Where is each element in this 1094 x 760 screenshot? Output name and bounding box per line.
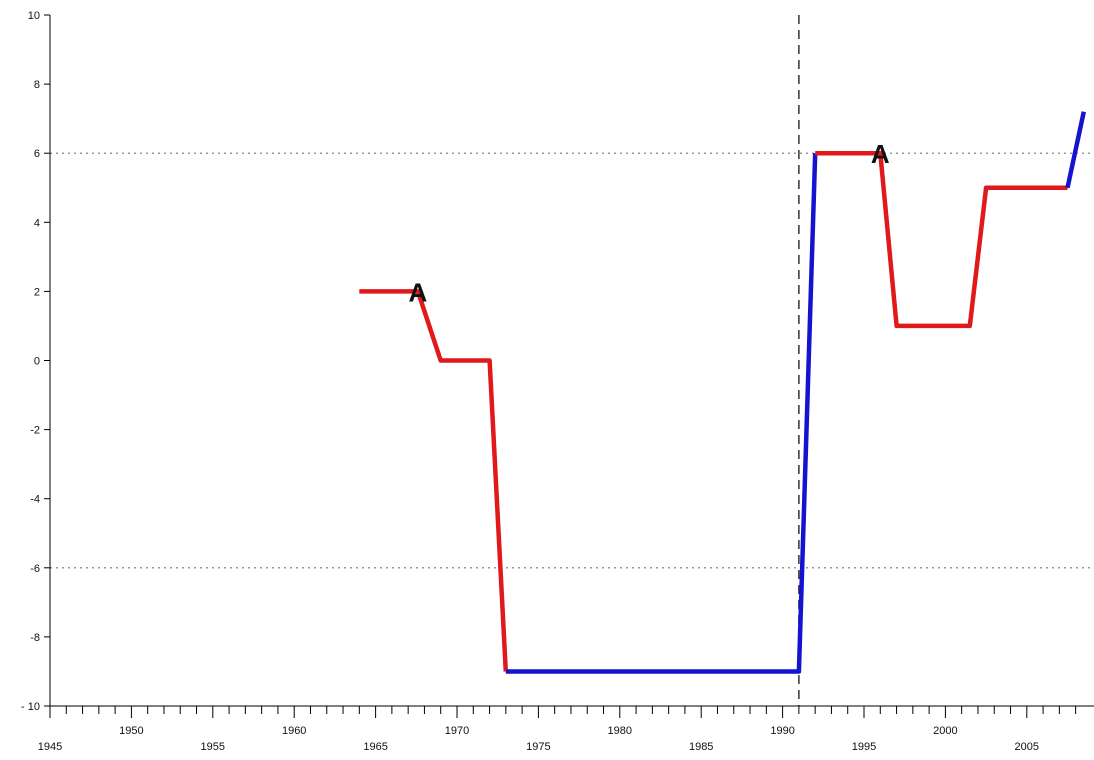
y-tick-label: 2 (34, 286, 40, 298)
y-tick-label: -8 (30, 632, 40, 644)
x-tick-label: 1965 (363, 741, 387, 753)
series-line-4 (1065, 111, 1087, 189)
x-tick-label: 1960 (282, 725, 306, 737)
annotations: AA (409, 139, 890, 307)
x-tick-label: 1990 (770, 725, 794, 737)
x-tick-label: 1950 (119, 725, 143, 737)
x-tick-label: 1945 (38, 741, 62, 753)
y-tick-label: -6 (30, 563, 40, 575)
reference-lines (50, 15, 1094, 706)
x-tick-label: 1975 (526, 741, 550, 753)
y-tick-label: 0 (34, 356, 40, 368)
series-line-1 (359, 289, 509, 672)
series-line-3 (815, 150, 1068, 329)
x-tick-label: 1970 (445, 725, 469, 737)
x-tick-label: 1955 (201, 741, 225, 753)
x-tick-label: 2005 (1015, 741, 1039, 753)
y-tick-label: -4 (30, 494, 40, 506)
y-tick-label: 6 (34, 148, 40, 160)
x-tick-label: 1995 (852, 741, 876, 753)
series-line-2 (505, 153, 818, 674)
axes: 10 8 6 4 2 0 -2 -4 -6 -8 - 10 1950 1960 1970 1980 1990 2… (21, 10, 1094, 753)
annotation-label: A (871, 139, 890, 169)
annotation-label: A (409, 277, 428, 307)
x-tick-label: 2000 (933, 725, 957, 737)
y-tick-label: 4 (34, 217, 40, 229)
data-series (359, 111, 1087, 674)
y-tick-label: 10 (28, 10, 40, 22)
y-tick-label: - 10 (21, 701, 40, 713)
x-tick-label: 1980 (608, 725, 632, 737)
x-tick-label: 1985 (689, 741, 713, 753)
y-tick-label: 8 (34, 79, 40, 91)
y-tick-label: -2 (30, 425, 40, 437)
